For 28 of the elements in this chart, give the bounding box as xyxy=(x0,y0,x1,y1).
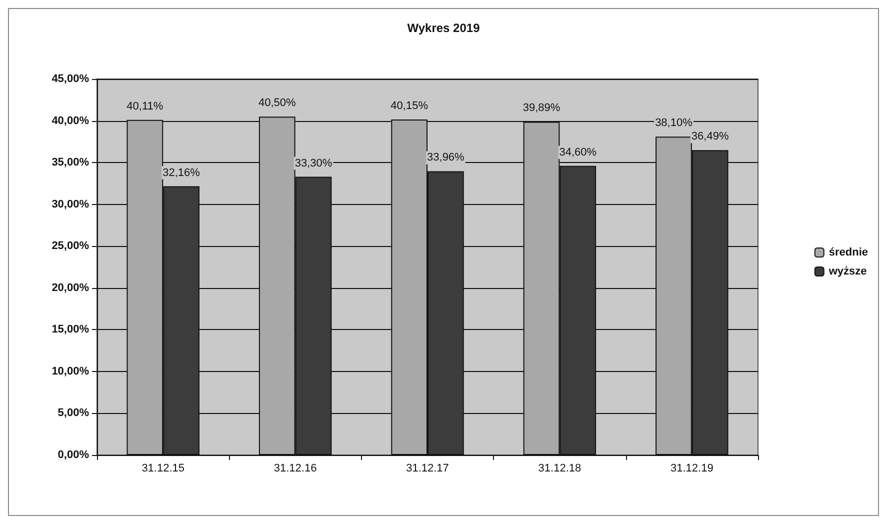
y-tick-label: 25,00% xyxy=(52,240,90,252)
x-tick-label: 31.12.18 xyxy=(538,462,582,474)
y-tick-label: 40,00% xyxy=(52,114,90,127)
y-tick-label: 30,00% xyxy=(52,198,90,210)
y-tick-label: 0,00% xyxy=(58,449,90,461)
x-tick-label: 31.12.15 xyxy=(142,462,185,474)
data-label: 34,60% xyxy=(559,146,597,158)
x-tick-label: 31.12.19 xyxy=(670,462,714,474)
y-tick-label: 45,00% xyxy=(52,73,90,85)
y-tick-label: 5,00% xyxy=(58,407,90,420)
data-label: 40,50% xyxy=(258,97,296,110)
data-label: 32,16% xyxy=(162,166,200,179)
data-label: 40,15% xyxy=(390,100,428,112)
data-label: 33,96% xyxy=(427,152,465,164)
legend-label: wyższe xyxy=(828,266,867,278)
x-tick-label: 31.12.16 xyxy=(274,462,317,474)
data-label: 36,49% xyxy=(691,130,729,143)
chart-title: Wykres 2019 xyxy=(407,21,480,35)
data-label: 39,89% xyxy=(522,102,560,114)
data-label: 40,11% xyxy=(126,100,164,112)
y-tick-label: 15,00% xyxy=(52,324,90,336)
y-tick-label: 20,00% xyxy=(52,282,90,294)
y-tick-label: 35,00% xyxy=(52,156,90,169)
x-tick-label: 31.12.17 xyxy=(406,462,449,474)
y-tick-label: 10,00% xyxy=(52,365,90,378)
data-label: 38,10% xyxy=(655,117,693,130)
data-label: 33,30% xyxy=(294,157,332,170)
legend-label: średnie xyxy=(828,246,868,258)
